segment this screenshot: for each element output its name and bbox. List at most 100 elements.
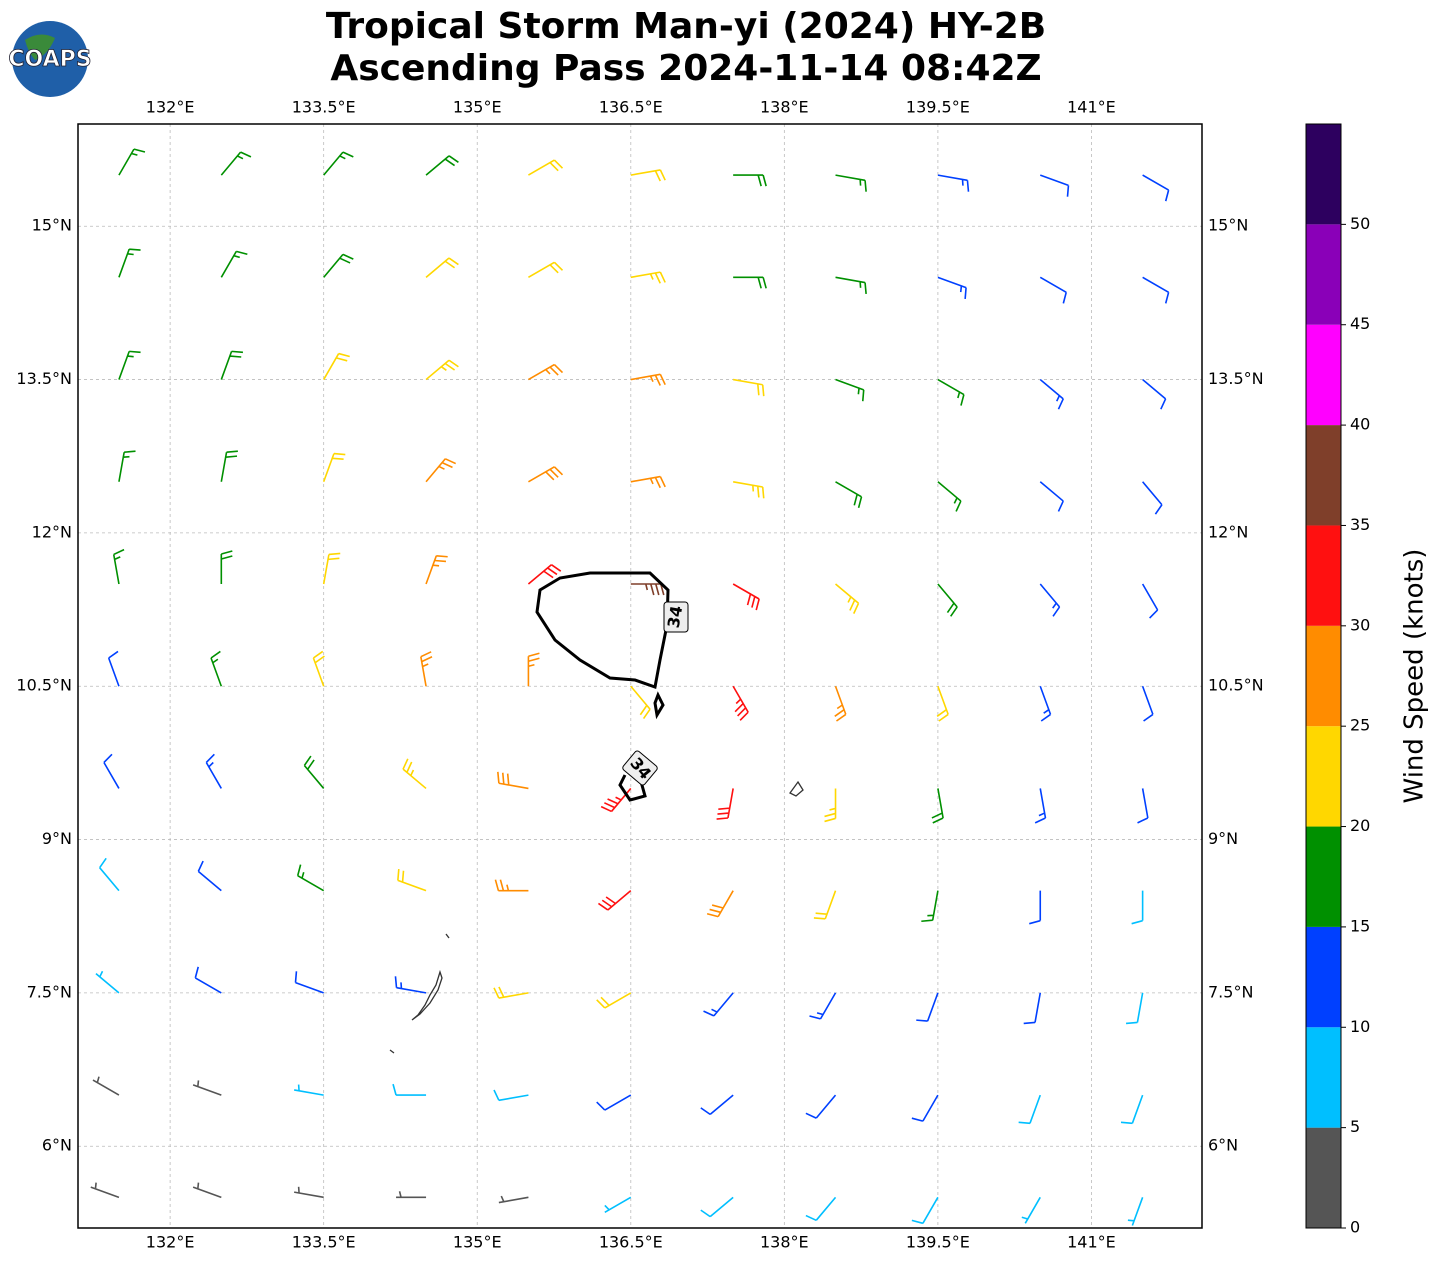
colorbar-segment [1306,324,1341,426]
wind-barb [835,481,863,509]
wind-barb [103,753,120,789]
wind-barb [911,1094,939,1122]
colorbar-tick-label: 15 [1350,916,1370,935]
island-yap [789,780,804,797]
wind-barb [936,685,949,722]
wind-barb [824,788,837,823]
y-tick-label: 12°N [32,522,72,541]
wind-barb [527,652,540,687]
wind-barb [600,787,632,813]
wind-barb [805,1196,837,1222]
wind-barb [813,890,837,920]
y-tick-label: 7.5°N [1208,982,1253,1001]
y-tick-label: 10.5°N [1208,676,1264,695]
wind-barb [425,359,459,381]
contour-label: 34 [664,604,687,629]
wind-barb [112,548,125,585]
colorbar-tick-label: 25 [1350,716,1370,735]
wind-barb [1034,788,1047,824]
wind-barb [425,555,448,585]
x-tick-label: 136.5°E [599,1233,663,1252]
colorbar-label: Wind Speed (knots) [1400,549,1430,804]
colorbar-segment [1306,625,1341,727]
contour-line [535,571,670,689]
wind-barb [732,685,749,721]
wind-barb [528,363,564,381]
x-tick-label: 138°E [760,1233,809,1252]
wind-barb [630,373,666,386]
wind-barb [420,651,433,687]
wind-barb [937,276,967,300]
wind-barb [835,378,865,402]
colorbar-tick-label: 40 [1350,415,1370,434]
y-tick-label: 15°N [1208,216,1248,235]
wind-barb [1131,890,1144,925]
colorbar-segment [1306,926,1341,1028]
wind-barb [528,159,564,176]
wind-barb [1039,481,1064,512]
wind-barb [596,992,632,1009]
wind-barb [294,1186,324,1199]
colorbar-segment [1306,425,1341,526]
x-tick-label: 132°E [146,98,195,117]
wind-barb [95,970,120,994]
contour-labels: 34 34 [622,601,689,786]
y-tick-label: 12°N [1208,522,1248,541]
y-tick-label: 9°N [42,829,72,848]
plot-area [78,124,1202,1228]
x-tick-label: 139.5°E [906,1233,970,1252]
wind-barb [1141,685,1154,722]
wind-barb [1029,890,1042,925]
wind-barb [205,753,223,789]
wind-barb [90,1182,120,1199]
colorbar-segment [1306,525,1341,626]
contour-34 [535,571,670,802]
colorbar-segment [1306,1127,1341,1228]
y-tick-label: 6°N [1208,1136,1238,1155]
wind-barb [630,583,665,596]
wind-barb [630,169,666,182]
colorbar-segment [1306,826,1341,927]
wind-barb [937,378,965,406]
logo-land [25,34,55,60]
wind-barb [493,1089,529,1102]
wind-barb [937,583,958,617]
contour-label-box [663,601,689,633]
plot-frame [77,123,1203,1229]
x-tick-label: 136.5°E [599,98,663,117]
colorbar-segment [1306,1027,1341,1128]
colorbar-frame [1305,123,1342,1229]
wind-barb [425,458,457,483]
wind-barb [1039,378,1064,410]
island-palau [411,969,443,1021]
wind-barb [392,1083,427,1096]
wind-barb [1125,992,1144,1025]
wind-barb [931,788,944,824]
wind-barb [630,475,666,489]
colorbar-tick-label: 50 [1350,214,1370,233]
island-small [445,933,450,939]
wind-barb [733,480,765,499]
wind-barb [394,976,427,994]
x-tick-label: 141°E [1067,98,1116,117]
wind-barb [322,352,350,380]
wind-barb [323,151,354,176]
wind-barb [834,685,847,722]
x-tick-label: 132°E [146,1233,195,1252]
wind-barb [192,1080,222,1096]
colorbar-tick-label: 10 [1350,1017,1370,1036]
wind-barb [296,864,325,892]
x-tick-label: 139.5°E [906,98,970,117]
wind-barb [1039,174,1070,197]
x-tick-label: 135°E [453,98,502,117]
island-small [389,1049,395,1054]
wind-barb [210,650,223,687]
y-tick-label: 13.5°N [16,369,72,388]
title: Tropical Storm Man-yi (2024) HY-2B [326,6,1046,47]
wind-barb [118,450,136,482]
wind-barb [733,276,767,289]
wind-barb [92,1076,120,1096]
wind-barb [528,466,564,483]
wind-barb [1120,1094,1144,1125]
